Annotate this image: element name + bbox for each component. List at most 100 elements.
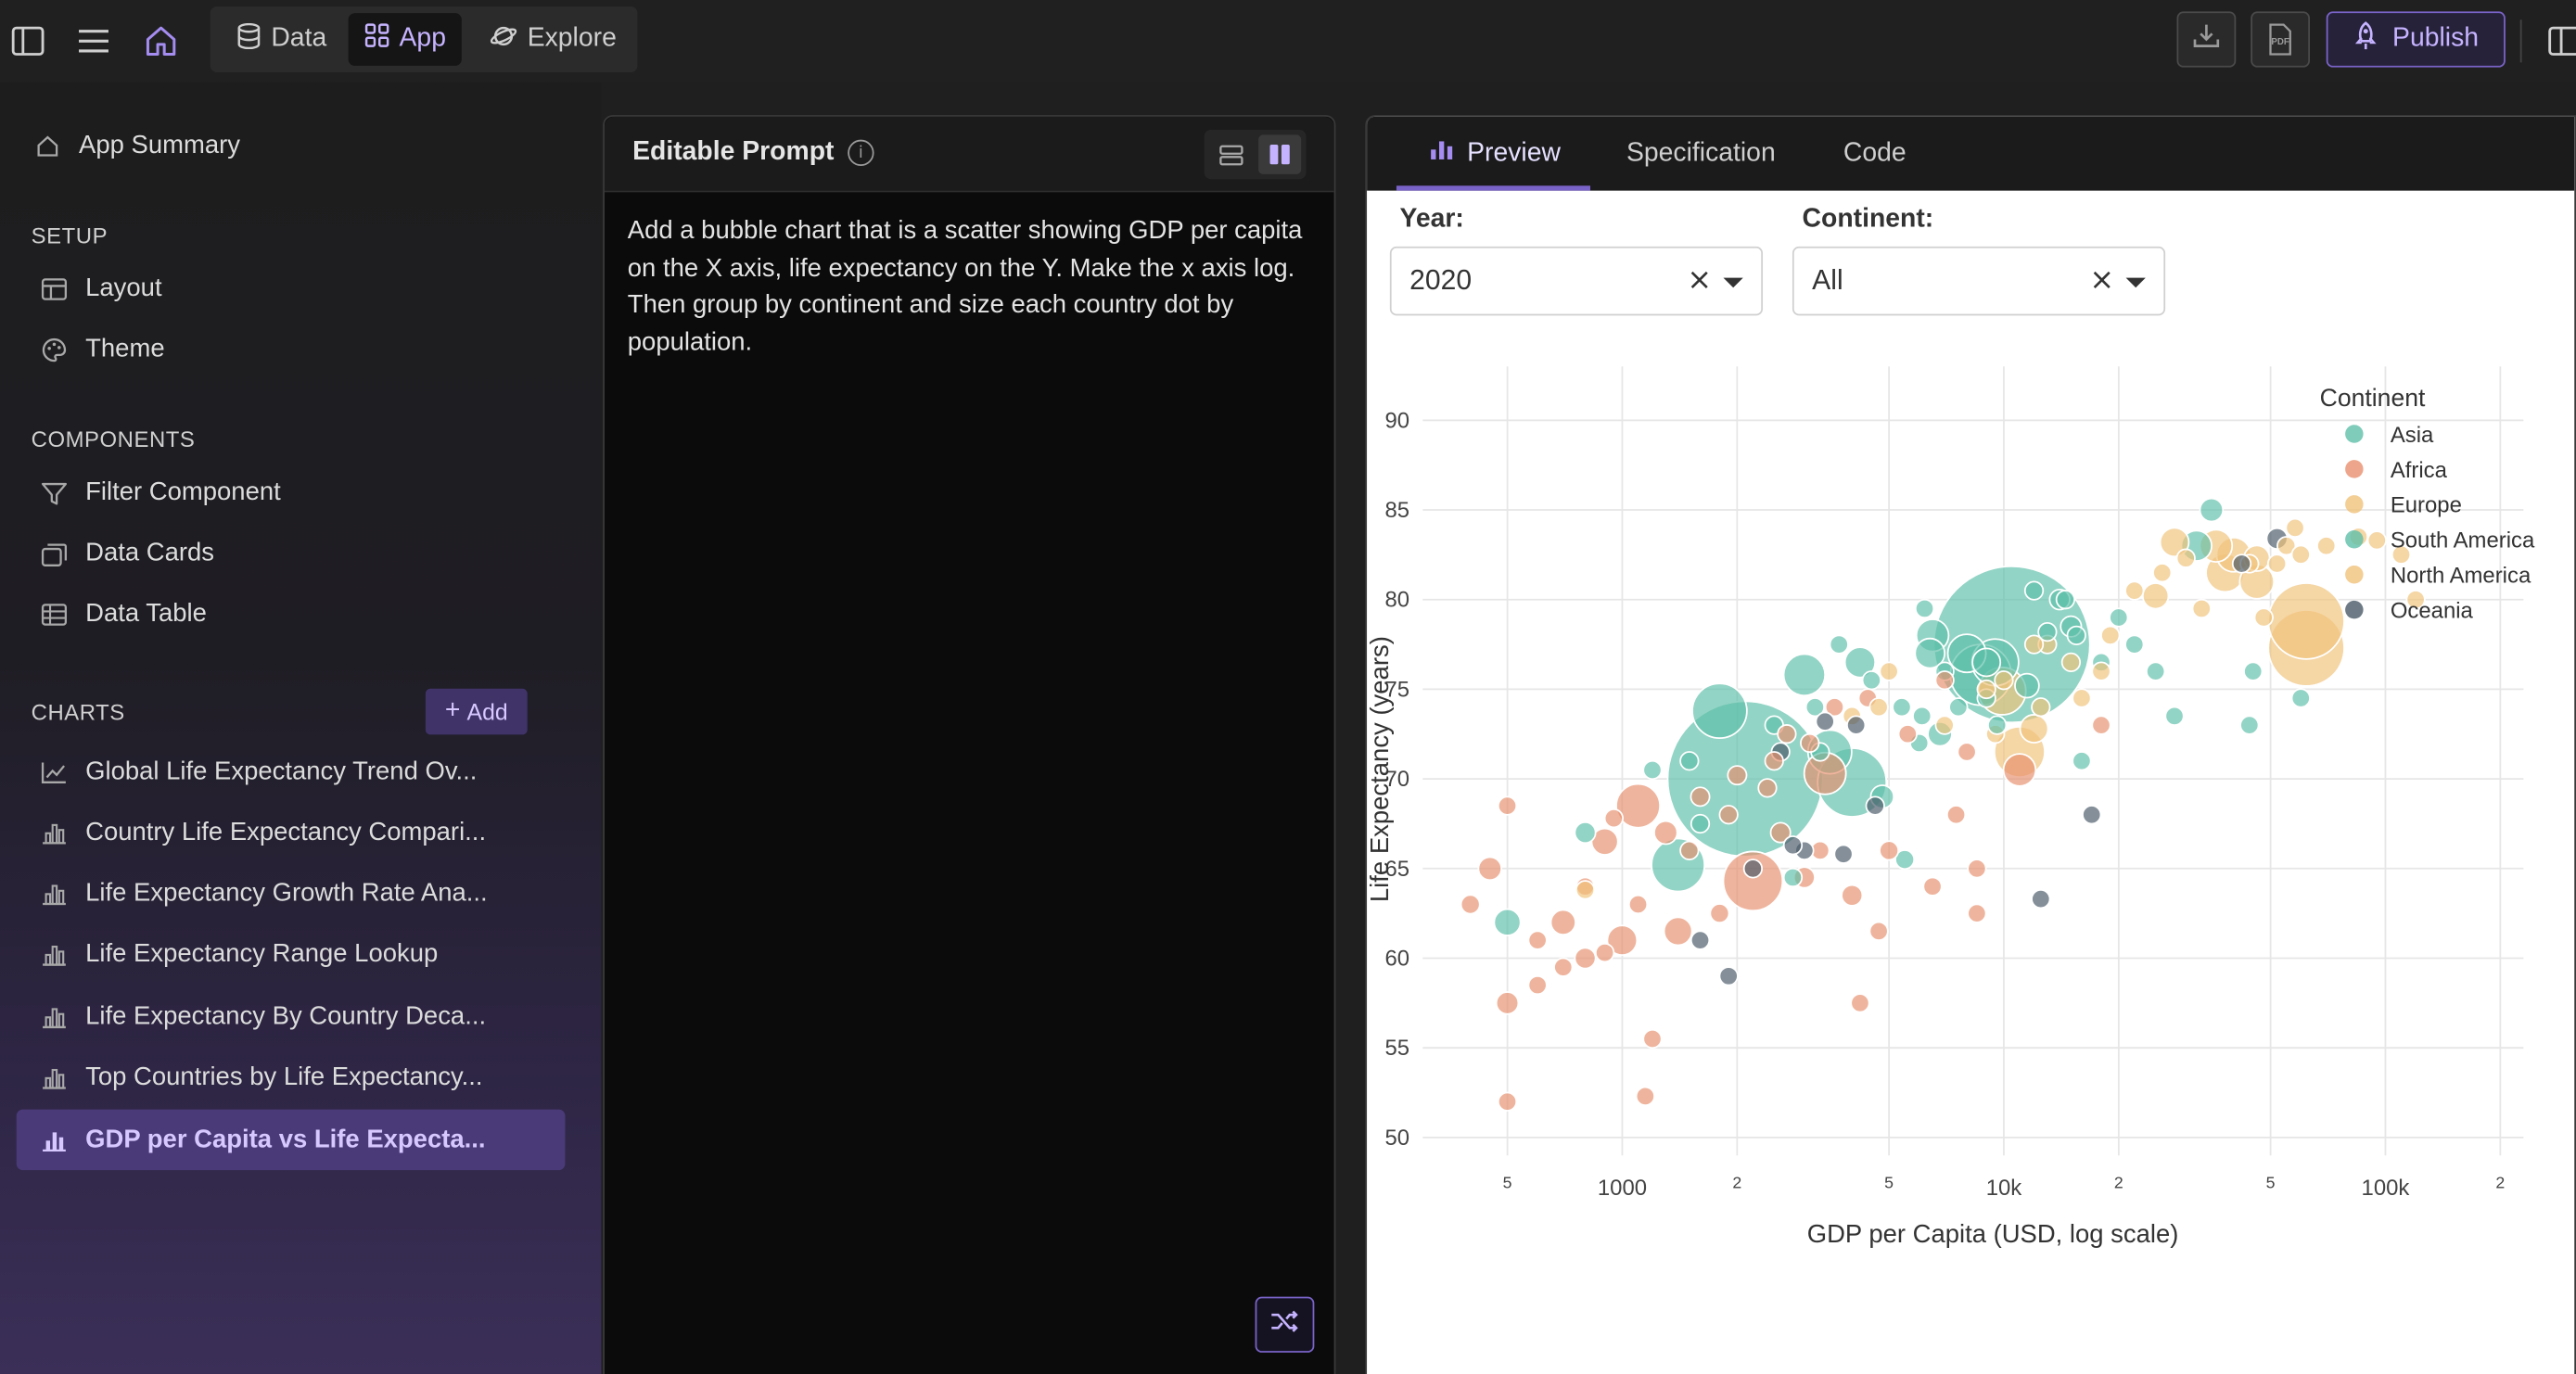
tab-preview[interactable]: Preview	[1396, 117, 1590, 191]
prompt-textarea[interactable]: Add a bubble chart that is a scatter sho…	[627, 216, 1303, 356]
y-tick-label: 90	[1385, 408, 1410, 433]
sidebar-toggle-icon[interactable]	[10, 23, 46, 59]
bubble-point	[2316, 536, 2337, 556]
stacked-view-icon[interactable]	[1209, 134, 1252, 174]
bubble-point	[1460, 894, 1481, 915]
bubble-point	[1574, 947, 1597, 970]
sidebar-item-chart-4[interactable]: Life Expectancy Range Lookup	[17, 925, 566, 985]
legend-label: Asia	[2391, 423, 2434, 448]
year-select[interactable]: 2020 ×	[1389, 246, 1764, 316]
legend-swatch	[2345, 460, 2364, 478]
export-pdf-button[interactable]: PDF	[2251, 11, 2311, 68]
bubble-point	[2405, 590, 2426, 610]
sidebar-item-data-table[interactable]: Data Table	[17, 585, 566, 644]
legend-title: Continent	[2320, 384, 2426, 412]
y-tick-label: 65	[1385, 857, 1410, 882]
legend-swatch	[2345, 495, 2364, 514]
bubble-point	[1606, 924, 1639, 957]
bubble-point	[1627, 894, 1649, 915]
tab-specification[interactable]: Specification	[1626, 117, 1776, 191]
download-button[interactable]	[2176, 11, 2237, 68]
y-axis-title: Life Expectancy (years)	[1367, 636, 1394, 902]
bubble-point	[2066, 625, 2086, 645]
shuffle-button[interactable]	[1255, 1296, 1315, 1353]
sidebar-item-chart-5[interactable]: Life Expectancy By Country Deca...	[17, 987, 566, 1047]
bubble-point	[2091, 661, 2111, 681]
tab-preview-label: Preview	[1467, 138, 1561, 167]
prompt-title: Editable Prompt	[632, 137, 835, 167]
chevron-down-icon[interactable]	[2125, 277, 2146, 288]
add-label: Add	[466, 698, 508, 725]
bubble-point	[2023, 634, 2045, 655]
tab-data[interactable]: Data	[220, 13, 343, 66]
x-tick-label: 10k	[1986, 1176, 2022, 1201]
legend-swatch	[2345, 565, 2364, 584]
chevron-down-icon[interactable]	[1723, 277, 1743, 288]
bubble-point	[1495, 991, 1520, 1015]
sidebar-item-chart-1[interactable]: Global Life Expectancy Trend Ov...	[17, 743, 566, 802]
continent-filter-label: Continent:	[1802, 205, 1934, 234]
planet-icon	[490, 22, 517, 57]
bubble-point	[1815, 711, 1835, 732]
bubble-point	[1718, 966, 1739, 986]
bubble-point	[2019, 714, 2049, 744]
hamburger-menu-icon[interactable]	[75, 23, 111, 59]
bar-chart-icon	[40, 821, 70, 845]
bubble-point	[1804, 697, 1826, 718]
sidebar-item-chart-2[interactable]: Country Life Expectancy Compari...	[17, 804, 566, 863]
tab-data-label: Data	[271, 24, 327, 53]
bubble-point	[1718, 805, 1739, 825]
sidebar-item-data-cards[interactable]: Data Cards	[17, 524, 566, 583]
x-tick-label: 2	[2114, 1174, 2123, 1192]
sidebar-item-label: Global Life Expectancy Trend Ov...	[85, 757, 478, 786]
bubble-point	[1690, 930, 1711, 950]
bubble-point	[2072, 688, 2092, 708]
bubble-point	[1527, 974, 1548, 996]
bubble-point	[1861, 670, 1881, 691]
bubble-point	[1833, 844, 1854, 864]
bubble-point	[1868, 697, 1889, 718]
sidebar-item-layout[interactable]: Layout	[17, 260, 566, 319]
components-heading: COMPONENTS	[31, 426, 196, 452]
bubble-point	[2290, 544, 2311, 565]
bar-chart-icon	[40, 944, 70, 967]
bubble-point	[2037, 621, 2058, 642]
bubble-point	[1690, 813, 1711, 834]
info-icon[interactable]: i	[848, 139, 874, 167]
sidebar-item-chart-3[interactable]: Life Expectancy Growth Rate Ana...	[17, 864, 566, 923]
tab-code[interactable]: Code	[1843, 117, 1906, 191]
sidebar-item-chart-6[interactable]: Top Countries by Life Expectancy...	[17, 1049, 566, 1108]
bubble-point	[2124, 634, 2145, 655]
bubble-point	[1782, 653, 1827, 697]
table-icon	[40, 604, 70, 627]
clear-icon[interactable]: ×	[1687, 262, 1713, 298]
tab-app[interactable]: App	[348, 13, 463, 66]
home-icon[interactable]	[143, 23, 179, 59]
bubble-point	[1914, 598, 1935, 619]
bubble-point	[1527, 930, 1548, 950]
add-chart-button[interactable]: + Add	[425, 688, 528, 735]
bar-chart-icon	[40, 883, 70, 906]
bubble-chart: 5 1000 2 5 10k 2 5 100k 2 50 55 60 65 70 75 80 85 90 GDP p…	[1367, 366, 2535, 1248]
sidebar-item-theme[interactable]: Theme	[17, 321, 566, 380]
tab-explore[interactable]: Explore	[473, 13, 632, 66]
y-tick-label: 75	[1385, 677, 1410, 702]
legend-label: Africa	[2391, 458, 2448, 483]
bubble-point	[1635, 1086, 1655, 1107]
bubble-point	[1679, 751, 1700, 771]
bubble-point	[2159, 527, 2190, 558]
publish-button[interactable]: Publish	[2326, 11, 2506, 68]
bubble-point	[2082, 805, 2102, 825]
tab-specification-label: Specification	[1626, 138, 1776, 167]
sidebar-item-chart-7[interactable]: GDP per Capita vs Life Expecta...	[16, 1109, 566, 1171]
continent-select[interactable]: All ×	[1792, 246, 2166, 316]
bubble-point	[2285, 517, 2305, 539]
split-view-icon[interactable]	[1258, 134, 1302, 174]
cards-icon	[40, 541, 70, 566]
sidebar-item-app-summary[interactable]: App Summary	[17, 117, 566, 176]
right-panel-icon[interactable]	[2546, 23, 2576, 59]
bubble-point	[2141, 582, 2170, 610]
sidebar-item-filter-component[interactable]: Filter Component	[17, 464, 566, 523]
clear-icon[interactable]: ×	[2089, 262, 2115, 298]
sidebar-item-label: Filter Component	[85, 477, 281, 506]
